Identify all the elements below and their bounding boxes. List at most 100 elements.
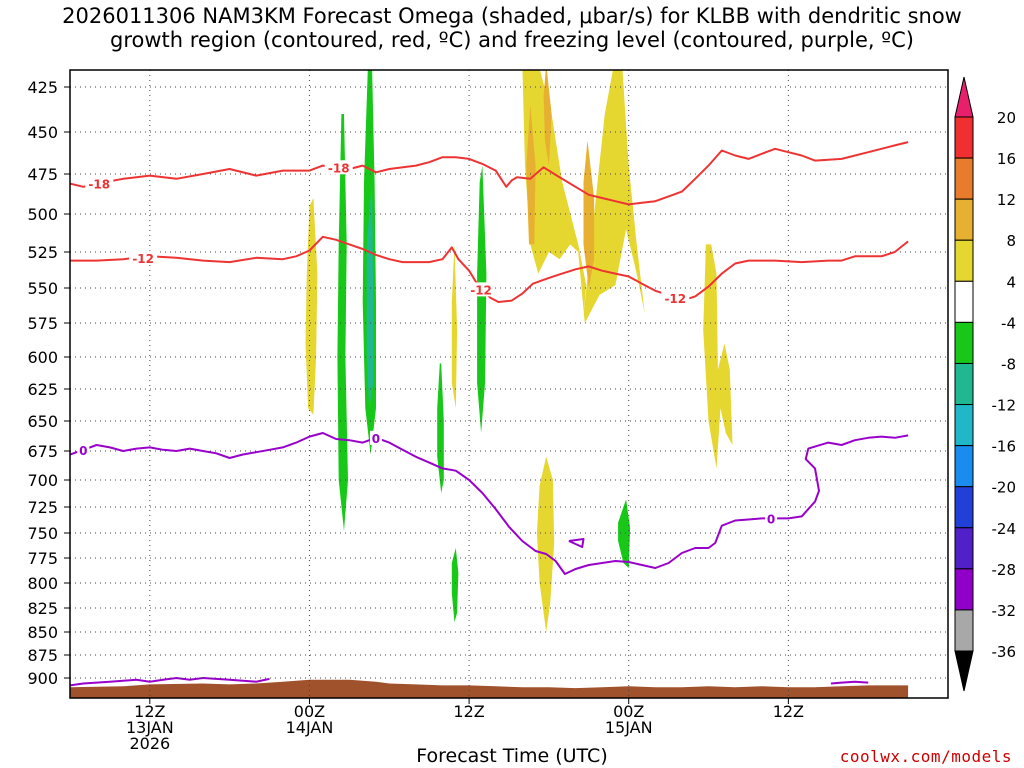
- x-tick-label-3-0: 00Z: [613, 702, 644, 721]
- x-axis-label: Forecast Time (UTC): [416, 745, 608, 767]
- omega-shade-8: [522, 70, 645, 323]
- plot-border: [69, 69, 949, 699]
- omega-shade-3: [366, 182, 374, 409]
- omega-shade-7: [451, 548, 459, 623]
- omega-shade-1: [337, 114, 348, 531]
- colorbar-bin-1: [954, 157, 974, 200]
- grid: [70, 70, 948, 698]
- red-contour-line-0: [70, 141, 909, 206]
- colorbar-bin-3: [954, 239, 974, 282]
- title-line-2: growth region (contoured, red, ºC) and f…: [110, 28, 914, 52]
- contour-label-bg-6: [369, 430, 382, 445]
- y-tick-label-17: 850: [27, 623, 58, 642]
- y-tick-label-5: 550: [27, 279, 58, 298]
- x-tick-label-0-2: 2026: [129, 734, 170, 753]
- colorbar-label-13: -36: [992, 643, 1017, 661]
- colorbar-label-11: -28: [992, 561, 1017, 579]
- colorbar-label-2: 12: [997, 191, 1016, 209]
- x-tick-label-0-0: 12Z: [134, 702, 165, 721]
- y-tick-label-9: 650: [27, 412, 58, 431]
- contour-label-bg-3: [467, 282, 496, 297]
- chart-title: 2026011306 NAM3KM Forecast Omega (shaded…: [0, 4, 1024, 52]
- colorbar-label-8: -16: [992, 438, 1017, 456]
- y-tick-label-13: 750: [27, 524, 58, 543]
- credit-text: coolwx.com/models: [839, 747, 1012, 766]
- colorbar-under-triangle: [954, 650, 974, 692]
- x-tick-label-1-0: 00Z: [294, 702, 325, 721]
- contour-label-7: 0: [767, 512, 775, 526]
- y-tick-label-15: 800: [27, 574, 58, 593]
- title-line-1: 2026011306 NAM3KM Forecast Omega (shaded…: [62, 4, 962, 28]
- y-tick-label-4: 525: [27, 243, 58, 262]
- contour-label-6: 0: [372, 432, 380, 446]
- dendritic-growth-contours: -18 -18 -12 -12 -12: [70, 141, 909, 306]
- y-tick-label-14: 775: [27, 549, 58, 568]
- y-tick-label-19: 900: [27, 669, 58, 688]
- terrain-fill: [70, 679, 909, 698]
- omega-shade-0: [305, 198, 318, 415]
- y-tick-label-10: 675: [27, 442, 58, 461]
- y-tick-label-16: 825: [27, 599, 58, 618]
- y-tick-label-7: 600: [27, 348, 58, 367]
- contour-label-bg-5: [77, 442, 90, 457]
- y-axis: 425 450 475 500 525 550 575 600 625 650 675 700 725 7…: [27, 78, 70, 688]
- omega-shade-14: [703, 244, 733, 469]
- x-tick-label-1-1: 14JAN: [286, 718, 334, 737]
- contour-label-bg-1: [324, 160, 353, 175]
- contour-label-bg-4: [661, 290, 690, 305]
- omega-shade-9: [526, 105, 536, 245]
- terrain-freezing-line: [70, 676, 270, 687]
- y-tick-label-11: 700: [27, 471, 58, 490]
- red-contour-line-1: [70, 235, 909, 303]
- colorbar-bin-8: [954, 445, 974, 488]
- colorbar-label-12: -32: [992, 602, 1017, 620]
- colorbar-bin-7: [954, 404, 974, 447]
- omega-shade-12: [536, 456, 555, 632]
- x-tick-label-2-0: 12Z: [453, 702, 484, 721]
- x-tick-label-0-1: 13JAN: [126, 718, 174, 737]
- contour-label-4: -12: [664, 292, 686, 306]
- colorbar-bin-0: [954, 116, 974, 159]
- x-tick-label-4-0: 12Z: [773, 702, 804, 721]
- colorbar-bin-11: [954, 568, 974, 611]
- y-tick-label-6: 575: [27, 314, 58, 333]
- terrain-freezing-line-2: [830, 680, 869, 685]
- omega-shading: [305, 70, 733, 632]
- y-tick-label-18: 875: [27, 646, 58, 665]
- y-tick-label-0: 425: [27, 78, 58, 97]
- colorbar-bin-5: [954, 321, 974, 364]
- purple-contour-line-1: [568, 538, 585, 548]
- x-tick-label-3-1: 15JAN: [605, 718, 653, 737]
- y-tick-label-8: 625: [27, 380, 58, 399]
- omega-shade-11: [583, 140, 595, 288]
- colorbar-label-4: 4: [1006, 273, 1016, 291]
- colorbar-bin-9: [954, 486, 974, 529]
- colorbar-label-10: -24: [992, 520, 1017, 538]
- contour-label-1: -18: [328, 161, 350, 175]
- omega-shade-6: [437, 363, 444, 493]
- colorbar-bin-2: [954, 198, 974, 241]
- colorbar-label-1: 16: [997, 150, 1016, 168]
- colorbar-label-9: -20: [992, 479, 1017, 497]
- colorbar-label-3: 8: [1006, 232, 1016, 250]
- colorbar-bin-12: [954, 609, 974, 652]
- colorbar: 20 16 12 8 4 -4 -8 -12 -16 -20 -24 -28 -32 -36: [954, 76, 1017, 692]
- colorbar-label-7: -12: [992, 397, 1017, 415]
- contour-label-0: -18: [88, 178, 110, 192]
- purple-contour-line-0: [70, 432, 909, 575]
- y-tick-label-3: 500: [27, 205, 58, 224]
- colorbar-bin-6: [954, 362, 974, 406]
- omega-shade-5: [477, 165, 487, 433]
- terrain: [70, 676, 909, 698]
- omega-shade-10: [543, 70, 552, 166]
- colorbar-over-triangle: [954, 76, 974, 118]
- colorbar-bin-4: [954, 280, 974, 323]
- contour-label-bg-2: [129, 250, 158, 265]
- colorbar-label-6: -8: [1001, 355, 1016, 373]
- colorbar-label-0: 20: [997, 109, 1016, 127]
- y-tick-label-2: 475: [27, 165, 58, 184]
- y-tick-label-1: 450: [27, 123, 58, 142]
- colorbar-bin-10: [954, 527, 974, 570]
